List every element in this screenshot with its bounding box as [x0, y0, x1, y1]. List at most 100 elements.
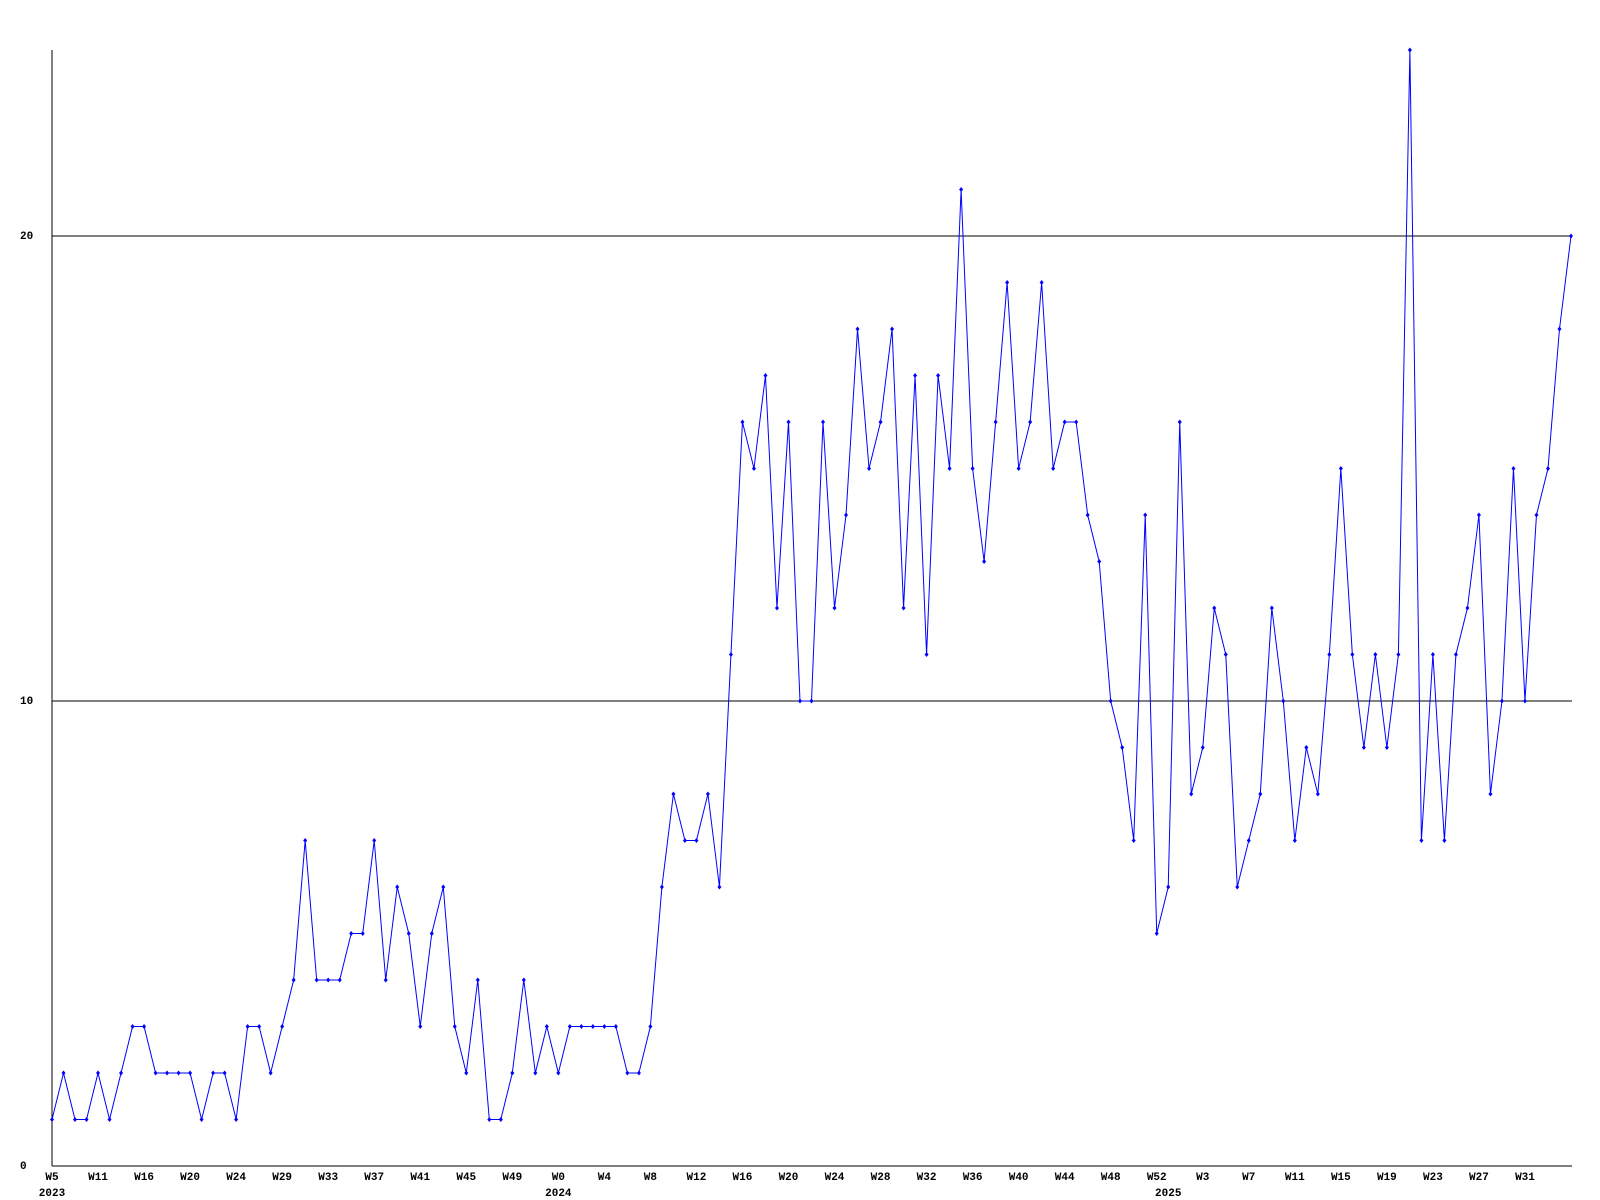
marker: [61, 1070, 66, 1076]
x-tick-label: W33: [318, 1172, 338, 1184]
marker: [1258, 791, 1263, 797]
marker: [809, 698, 814, 704]
marker: [1212, 605, 1217, 611]
marker: [1315, 791, 1320, 797]
x-tick-label: W37: [364, 1172, 384, 1184]
marker: [464, 1070, 469, 1076]
marker: [636, 1070, 641, 1076]
year-label: 2024: [545, 1188, 572, 1200]
x-tick-label: W12: [687, 1172, 707, 1184]
marker: [1189, 791, 1194, 797]
x-tick-label: W29: [272, 1172, 292, 1184]
marker: [487, 1117, 492, 1122]
marker: [844, 512, 849, 518]
x-tick-label: W24: [226, 1172, 246, 1184]
marker: [1511, 466, 1516, 471]
x-tick-label: W16: [134, 1172, 154, 1184]
marker: [1051, 466, 1056, 471]
marker: [855, 326, 860, 332]
marker: [1108, 698, 1113, 704]
marker: [119, 1070, 124, 1076]
marker: [303, 838, 308, 843]
marker: [751, 466, 756, 471]
x-tick-label: W3: [1196, 1172, 1210, 1184]
marker: [1062, 419, 1067, 425]
x-tick-label: W24: [825, 1172, 845, 1184]
x-tick-label: W11: [1285, 1172, 1305, 1184]
x-tick-label: W0: [552, 1172, 565, 1184]
marker: [1177, 419, 1182, 425]
marker: [291, 977, 296, 983]
line: [51, 49, 1572, 1120]
marker: [1407, 47, 1412, 53]
marker: [959, 187, 964, 192]
marker: [1430, 652, 1435, 657]
marker: [1442, 838, 1447, 843]
marker: [970, 466, 975, 471]
x-tick-label: W7: [1242, 1172, 1255, 1184]
x-tick-label: W23: [1423, 1172, 1443, 1184]
marker: [590, 1024, 595, 1029]
marker: [556, 1070, 561, 1076]
marker: [797, 698, 802, 704]
marker: [510, 1070, 515, 1076]
marker: [1131, 838, 1136, 843]
marker: [1154, 931, 1159, 936]
marker: [1281, 698, 1286, 704]
marker: [890, 326, 895, 332]
marker: [774, 605, 779, 611]
marker: [1361, 745, 1366, 750]
marker: [395, 884, 400, 890]
marker: [1304, 745, 1309, 750]
x-tick-label: W40: [1009, 1172, 1029, 1184]
marker: [429, 931, 434, 936]
year-label: 2025: [1155, 1188, 1182, 1200]
marker: [821, 419, 826, 425]
marker: [740, 419, 745, 425]
marker: [878, 419, 883, 425]
y-tick-label: 0: [20, 1161, 27, 1173]
x-tick-label: W4: [598, 1172, 612, 1184]
marker: [452, 1024, 457, 1029]
marker: [1350, 652, 1355, 657]
x-tick-label: W52: [1147, 1172, 1167, 1184]
marker: [982, 559, 987, 564]
marker: [383, 977, 388, 983]
marker: [728, 652, 733, 657]
marker: [1200, 745, 1205, 750]
marker: [257, 1024, 262, 1029]
marker: [1235, 884, 1240, 890]
marker: [924, 652, 929, 657]
marker: [234, 1117, 239, 1122]
marker: [1074, 419, 1079, 425]
marker: [659, 884, 664, 890]
marker: [625, 1070, 630, 1076]
x-tick-label: W20: [779, 1172, 799, 1184]
x-tick-label: W28: [871, 1172, 891, 1184]
marker: [1085, 512, 1090, 518]
marker: [1143, 512, 1148, 518]
marker: [1453, 652, 1458, 657]
marker: [694, 838, 699, 843]
x-tick-label: W16: [733, 1172, 753, 1184]
marker: [1419, 838, 1424, 843]
marker: [349, 931, 354, 936]
marker: [1039, 280, 1044, 285]
marker: [1545, 466, 1550, 471]
marker: [671, 791, 676, 797]
marker: [1384, 745, 1389, 750]
marker: [867, 466, 872, 471]
y-tick-label: 10: [20, 696, 33, 708]
marker: [337, 977, 342, 983]
marker: [360, 931, 365, 936]
marker: [1016, 466, 1021, 471]
marker: [498, 1117, 503, 1122]
marker: [326, 977, 331, 983]
marker: [1097, 559, 1102, 564]
marker: [901, 605, 906, 611]
marker: [268, 1070, 273, 1076]
marker: [1028, 419, 1033, 425]
x-tick-label: W32: [917, 1172, 937, 1184]
marker: [1522, 698, 1527, 704]
